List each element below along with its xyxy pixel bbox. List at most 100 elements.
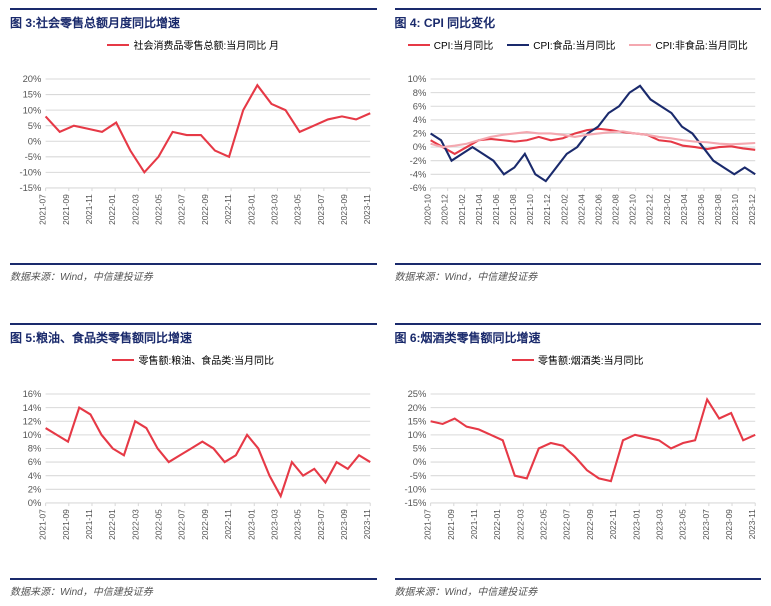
svg-text:2023-11: 2023-11	[362, 509, 372, 539]
legend-swatch	[629, 44, 651, 46]
svg-text:2022-11: 2022-11	[223, 194, 233, 224]
chart-legend: 社会消费品零售总额:当月同比 月	[10, 31, 377, 54]
svg-text:2021-07: 2021-07	[38, 509, 48, 540]
legend-item: CPI:非食品:当月同比	[629, 37, 747, 52]
svg-text:8%: 8%	[412, 87, 426, 98]
svg-text:-6%: -6%	[409, 182, 426, 193]
svg-text:2020-12: 2020-12	[439, 194, 449, 225]
svg-text:0%: 0%	[28, 135, 42, 146]
chart-legend: CPI:当月同比 CPI:食品:当月同比 CPI:非食品:当月同比	[395, 31, 762, 54]
chart-legend: 零售额:粮油、食品类:当月同比	[10, 346, 377, 369]
svg-text:20%: 20%	[23, 73, 42, 84]
svg-text:2023-11: 2023-11	[362, 194, 372, 224]
svg-text:2022-11: 2022-11	[608, 509, 618, 539]
chart-panel: 图 6:烟酒类零售额同比增速零售额:烟酒类:当月同比 -15% -10% -5% 0% 5…	[395, 323, 762, 598]
svg-text:2021-09: 2021-09	[445, 509, 455, 540]
svg-text:4%: 4%	[412, 114, 426, 125]
svg-text:2022-01: 2022-01	[107, 194, 117, 225]
chart-title: 图 6:烟酒类零售额同比增速	[395, 323, 762, 346]
svg-text:-15%: -15%	[19, 182, 42, 193]
svg-text:2022-05: 2022-05	[154, 509, 164, 540]
svg-text:2022-04: 2022-04	[576, 194, 586, 225]
svg-text:2023-06: 2023-06	[695, 194, 705, 225]
legend-swatch	[107, 44, 129, 46]
svg-text:2%: 2%	[412, 128, 426, 139]
source-label: 数据来源：Wind，中信建投证券	[395, 578, 762, 598]
svg-text:2023-07: 2023-07	[316, 194, 326, 225]
svg-text:2023-01: 2023-01	[246, 194, 256, 225]
chart-panel: 图 5:粮油、食品类零售额同比增速零售额:粮油、食品类:当月同比0%2%4%6%…	[10, 323, 377, 598]
svg-text:12%: 12%	[23, 415, 42, 426]
svg-text:25%: 25%	[407, 388, 426, 399]
svg-text:2020-10: 2020-10	[422, 194, 432, 225]
legend-swatch	[512, 359, 534, 361]
svg-text:-15%: -15%	[404, 497, 427, 508]
svg-text:2023-05: 2023-05	[677, 509, 687, 540]
svg-text:2023-09: 2023-09	[339, 194, 349, 225]
svg-text:2023-08: 2023-08	[713, 194, 723, 225]
chart-plot: -15%-10%-5%0%5%10%15%20%2021-072021-0920…	[10, 54, 377, 259]
legend-swatch	[112, 359, 134, 361]
chart-plot: -15%-10%-5%0%5%10%15%20%25%2021-072021-0…	[395, 369, 762, 574]
svg-text:2023-09: 2023-09	[724, 509, 734, 540]
svg-text:2021-09: 2021-09	[61, 194, 71, 225]
svg-text:2022-06: 2022-06	[593, 194, 603, 225]
legend-swatch	[408, 44, 430, 46]
svg-text:0%: 0%	[412, 456, 426, 467]
svg-text:2023-03: 2023-03	[269, 509, 279, 540]
svg-text:2021-07: 2021-07	[422, 509, 432, 540]
svg-text:16%: 16%	[23, 388, 42, 399]
svg-text:2021-11: 2021-11	[468, 509, 478, 539]
svg-text:2021-04: 2021-04	[473, 194, 483, 225]
svg-text:2022-03: 2022-03	[515, 509, 525, 540]
svg-text:2022-09: 2022-09	[200, 194, 210, 225]
svg-text:10%: 10%	[407, 429, 426, 440]
svg-text:2023-12: 2023-12	[747, 194, 757, 225]
svg-text:-5%: -5%	[25, 151, 42, 162]
svg-text:2023-03: 2023-03	[654, 509, 664, 540]
chart-title: 图 3:社会零售总额月度同比增速	[10, 8, 377, 31]
svg-text:2023-01: 2023-01	[631, 509, 641, 540]
svg-text:10%: 10%	[23, 104, 42, 115]
source-label: 数据来源：Wind，中信建投证券	[395, 263, 762, 283]
svg-text:-10%: -10%	[404, 483, 427, 494]
svg-text:2022-03: 2022-03	[130, 194, 140, 225]
svg-text:15%: 15%	[23, 89, 42, 100]
svg-text:2022-07: 2022-07	[561, 509, 571, 540]
svg-text:2022-05: 2022-05	[538, 509, 548, 540]
svg-text:2022-05: 2022-05	[154, 194, 164, 225]
chart-panel: 图 3:社会零售总额月度同比增速社会消费品零售总额:当月同比 月 -15% -10%…	[10, 8, 377, 283]
chart-title: 图 4: CPI 同比变化	[395, 8, 762, 31]
legend-item: 零售额:粮油、食品类:当月同比	[112, 352, 274, 367]
svg-text:-10%: -10%	[19, 166, 42, 177]
svg-text:2022-08: 2022-08	[610, 194, 620, 225]
svg-text:2022-07: 2022-07	[177, 509, 187, 540]
legend-label: CPI:食品:当月同比	[533, 37, 615, 52]
svg-text:0%: 0%	[412, 141, 426, 152]
svg-text:8%: 8%	[28, 443, 42, 454]
svg-text:2023-03: 2023-03	[269, 194, 279, 225]
svg-text:20%: 20%	[407, 402, 426, 413]
chart-legend: 零售额:烟酒类:当月同比	[395, 346, 762, 369]
chart-plot: -6%-4%-2%0%2%4%6%8%10%2020-102020-122021…	[395, 54, 762, 259]
source-label: 数据来源：Wind，中信建投证券	[10, 263, 377, 283]
svg-text:2021-11: 2021-11	[84, 194, 94, 224]
svg-text:5%: 5%	[412, 443, 426, 454]
svg-text:-5%: -5%	[409, 470, 426, 481]
legend-item: CPI:食品:当月同比	[507, 37, 615, 52]
legend-label: CPI:当月同比	[434, 37, 493, 52]
svg-text:2023-11: 2023-11	[747, 509, 757, 539]
legend-swatch	[507, 44, 529, 46]
svg-text:2021-10: 2021-10	[525, 194, 535, 225]
svg-text:2023-09: 2023-09	[339, 509, 349, 540]
legend-item: 零售额:烟酒类:当月同比	[512, 352, 644, 367]
svg-text:2021-12: 2021-12	[542, 194, 552, 225]
svg-text:10%: 10%	[407, 73, 426, 84]
svg-text:2023-05: 2023-05	[293, 194, 303, 225]
svg-text:2023-07: 2023-07	[700, 509, 710, 540]
svg-text:2023-04: 2023-04	[678, 194, 688, 225]
svg-text:2022-11: 2022-11	[223, 509, 233, 539]
svg-text:2023-01: 2023-01	[246, 509, 256, 540]
legend-label: 零售额:烟酒类:当月同比	[538, 352, 644, 367]
svg-text:2022-09: 2022-09	[584, 509, 594, 540]
